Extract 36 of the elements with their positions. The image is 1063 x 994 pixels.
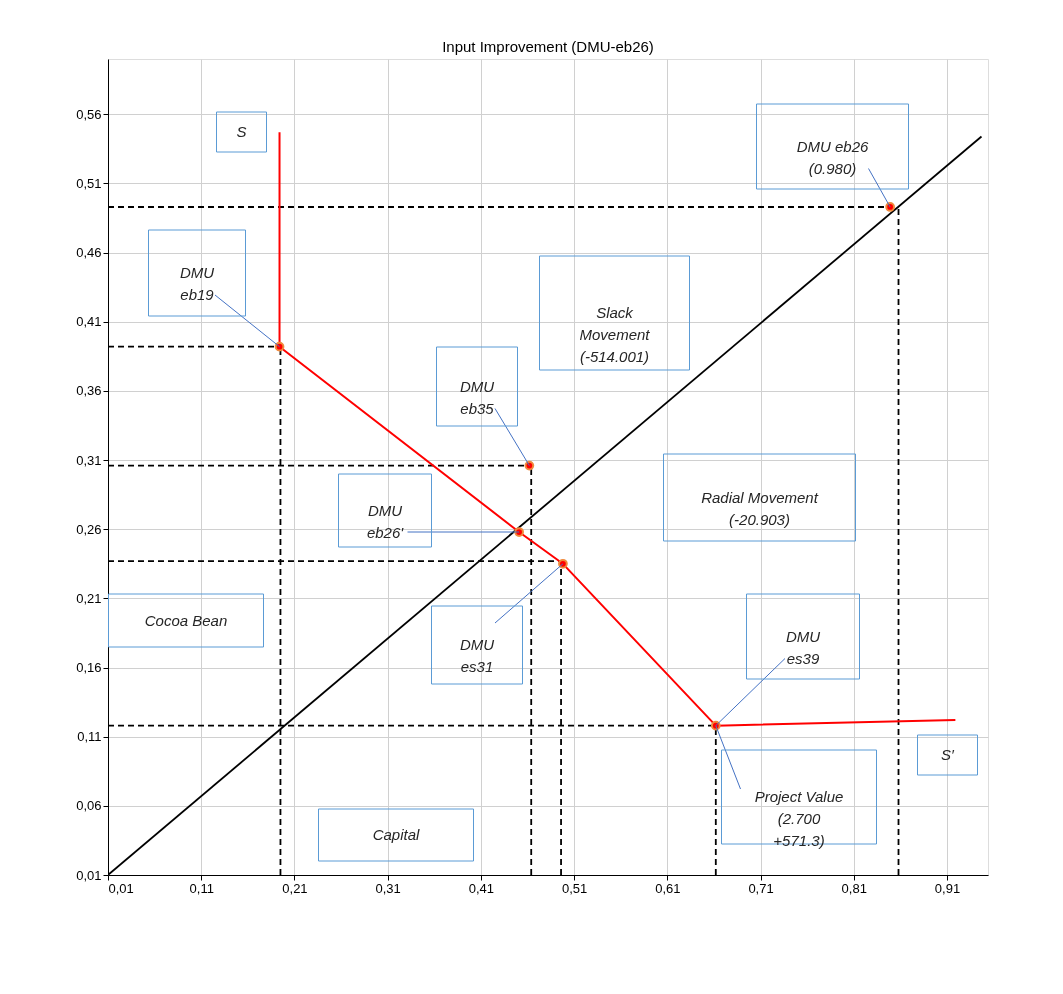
- x-tick-label: 0,01: [108, 880, 134, 896]
- y-tick-label: 0,16: [76, 660, 102, 676]
- y-tick-label: 0,41: [76, 314, 102, 330]
- annotation: Project Value (2.700 +571.3): [754, 788, 844, 849]
- x-tick-label: 0,61: [655, 880, 681, 896]
- x-tick-label: 0,41: [468, 880, 495, 896]
- annotation: DMU es31: [459, 636, 495, 675]
- annotation: S′: [941, 746, 956, 763]
- annotation: DMU eb19: [179, 264, 215, 303]
- x-tick-label: 0,11: [189, 880, 214, 896]
- y-tick-label: 0,26: [76, 521, 102, 537]
- x-axis-title: Capital: [372, 826, 421, 843]
- annotation: DMU eb35: [459, 377, 495, 417]
- y-tick-label: 0,21: [76, 590, 102, 606]
- annotation: DMU eb26': [366, 501, 405, 541]
- y-axis-title: Cocoa Bean: [144, 611, 228, 629]
- x-tick-label: 0,91: [934, 880, 961, 896]
- x-tick-label: 0,31: [375, 880, 401, 896]
- y-tick-label: 0,01: [76, 867, 102, 883]
- y-tick-label: 0,51: [76, 175, 102, 191]
- annotation: DMU eb26 (0.980): [796, 137, 869, 177]
- y-tick-label: 0,31: [76, 452, 102, 468]
- x-tick-label: 0,71: [748, 880, 774, 896]
- y-tick-label: 0,06: [76, 798, 102, 814]
- x-tick-label: 0,21: [282, 880, 308, 896]
- y-tick-label: 0,56: [76, 106, 102, 122]
- y-tick-label: 0,36: [76, 383, 102, 399]
- annotation: S: [236, 123, 247, 140]
- annotation: Radial Movement (-20.903): [701, 488, 819, 528]
- y-tick-label: 0,46: [76, 245, 102, 261]
- x-tick-label: 0,81: [841, 880, 867, 896]
- annotation: DMU es39: [785, 627, 821, 667]
- chart-title: Input Improvement (DMU-eb26): [442, 38, 654, 55]
- annotation: Slack Movement (-514.001): [579, 304, 651, 365]
- y-tick-label: 0,11: [77, 729, 102, 745]
- x-tick-label: 0,51: [561, 880, 588, 896]
